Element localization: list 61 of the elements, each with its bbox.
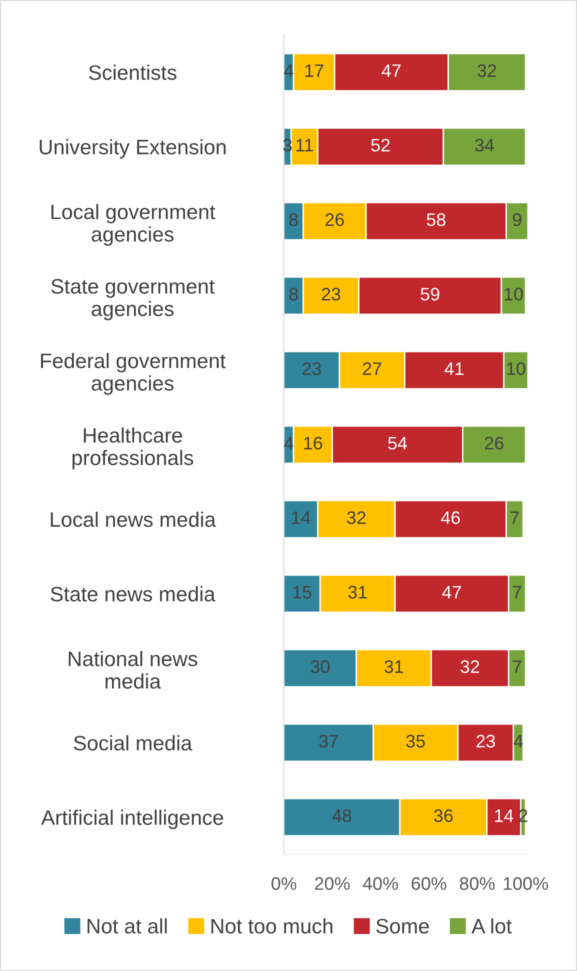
data-label: 47 [442,586,461,598]
legend-label: Not too much [211,918,332,934]
y-tick-label: Artificial intelligence [41,810,224,830]
y-tick-label: State government agencies [51,279,215,320]
data-label: 16 [304,436,322,450]
x-tick-label: 80% [460,877,495,890]
data-label: 30 [310,660,330,674]
legend-label: A lot [471,918,512,934]
data-label: 41 [444,362,464,375]
x-tick-label: 40% [362,877,398,890]
data-label: 58 [426,213,446,226]
x-tick-label: 100% [504,877,548,890]
y-tick-label: Scientists [88,64,176,80]
data-label: 36 [434,809,453,822]
data-label: 32 [478,64,496,78]
data-label: 26 [326,213,344,226]
y-tick-label: Healthcare professionals [72,427,194,470]
legend-label: Some [376,918,429,934]
data-label: 31 [348,586,367,599]
x-tick-label: 20% [315,877,350,890]
data-label: 7 [510,511,519,524]
data-label: 35 [406,734,425,748]
data-label: 26 [484,436,504,450]
data-label: 37 [319,734,338,748]
data-label: 32 [347,511,366,524]
data-label: 10 [504,288,523,301]
data-label: 46 [441,511,460,524]
y-tick-label: Social media [74,735,192,750]
y-tick-label: Local news media [50,512,216,527]
data-label: 23 [302,362,321,376]
data-label: 23 [322,288,340,301]
data-label: 52 [371,138,390,152]
data-label: 14 [292,511,310,524]
data-label: 32 [460,660,480,674]
data-label: 8 [289,213,298,226]
data-label: 47 [382,64,401,77]
y-tick-label: University Extension [40,139,226,159]
data-label: 48 [332,809,352,822]
data-label: 7 [512,586,522,598]
data-label: 2 [519,809,528,822]
data-label: 14 [495,809,514,822]
y-tick-label: National news media [68,650,198,689]
data-label: 17 [305,64,324,77]
x-tick-label: 0% [272,877,296,890]
legend-label: Not at all [88,918,167,934]
data-label: 15 [293,586,312,599]
data-label: 34 [475,138,494,152]
y-tick-label: Local government agencies [51,204,216,246]
data-label: 59 [420,288,440,301]
data-label: 9 [512,213,522,226]
data-label: 27 [362,362,382,375]
data-label: 7 [512,660,522,673]
data-label: 11 [296,138,313,152]
data-label: 10 [507,362,526,376]
data-label: 54 [388,436,407,450]
x-tick-label: 60% [412,877,446,890]
y-tick-label: Federal government agencies [41,352,226,395]
data-label: 31 [384,660,403,674]
y-tick-label: State news media [50,586,216,602]
data-label: 23 [476,734,495,748]
data-label: 8 [289,288,298,301]
